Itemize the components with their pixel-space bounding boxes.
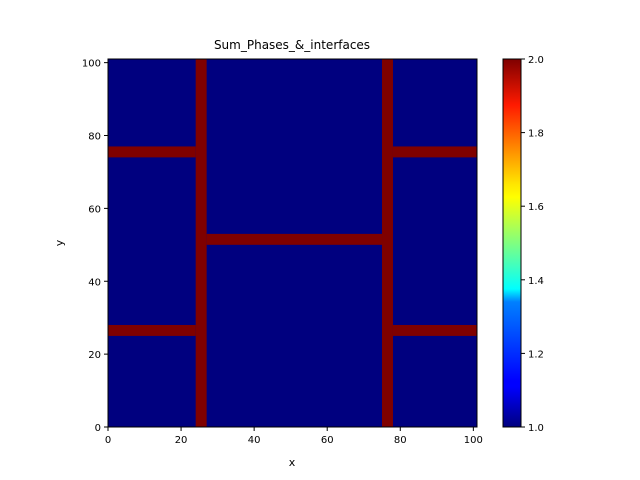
- colorbar-tick-label: 1.4: [528, 276, 544, 287]
- y-axis: 0 20 40 60 80 100: [82, 59, 108, 434]
- colorbar: 1.0 1.2 1.4 1.6 1.8 2.0: [502, 55, 544, 434]
- x-tick-label: 0: [105, 435, 111, 446]
- left-bottom-interface: [108, 324, 196, 336]
- left-vertical-interface: [195, 59, 207, 427]
- colorbar-tick-label: 1.2: [528, 349, 544, 360]
- y-tick-label: 40: [88, 277, 101, 288]
- colorbar-tick-label: 1.8: [528, 129, 544, 140]
- x-tick-label: 20: [175, 435, 188, 446]
- colorbar-frame: [502, 58, 522, 428]
- x-tick-label: 60: [321, 435, 334, 446]
- x-tick-label: 100: [464, 435, 483, 446]
- colorbar-tick-label: 2.0: [528, 55, 544, 66]
- x-axis: 0 20 40 60 80 100: [105, 427, 483, 446]
- y-tick-label: 60: [88, 204, 101, 215]
- left-top-interface: [108, 146, 196, 158]
- y-tick-label: 20: [88, 350, 101, 361]
- y-tick-label: 80: [88, 132, 101, 143]
- colorbar-tick-label: 1.6: [528, 202, 544, 213]
- x-tick-label: 80: [394, 435, 407, 446]
- x-tick-label: 40: [248, 435, 261, 446]
- colorbar-gradient: [503, 59, 521, 427]
- x-axis-label: x: [289, 456, 296, 469]
- chart-title: Sum_Phases_&_interfaces: [214, 38, 370, 52]
- right-vertical-interface: [382, 59, 393, 427]
- colorbar-tick-label: 1.0: [528, 423, 544, 434]
- plot-area: [107, 58, 478, 428]
- right-top-interface: [392, 146, 477, 158]
- y-axis-label: y: [53, 239, 66, 246]
- plot-frame: [107, 58, 478, 428]
- center-horizontal-interface: [206, 233, 383, 245]
- y-tick-label: 100: [82, 59, 101, 70]
- y-tick-label: 0: [95, 423, 101, 434]
- right-bottom-interface: [392, 324, 477, 336]
